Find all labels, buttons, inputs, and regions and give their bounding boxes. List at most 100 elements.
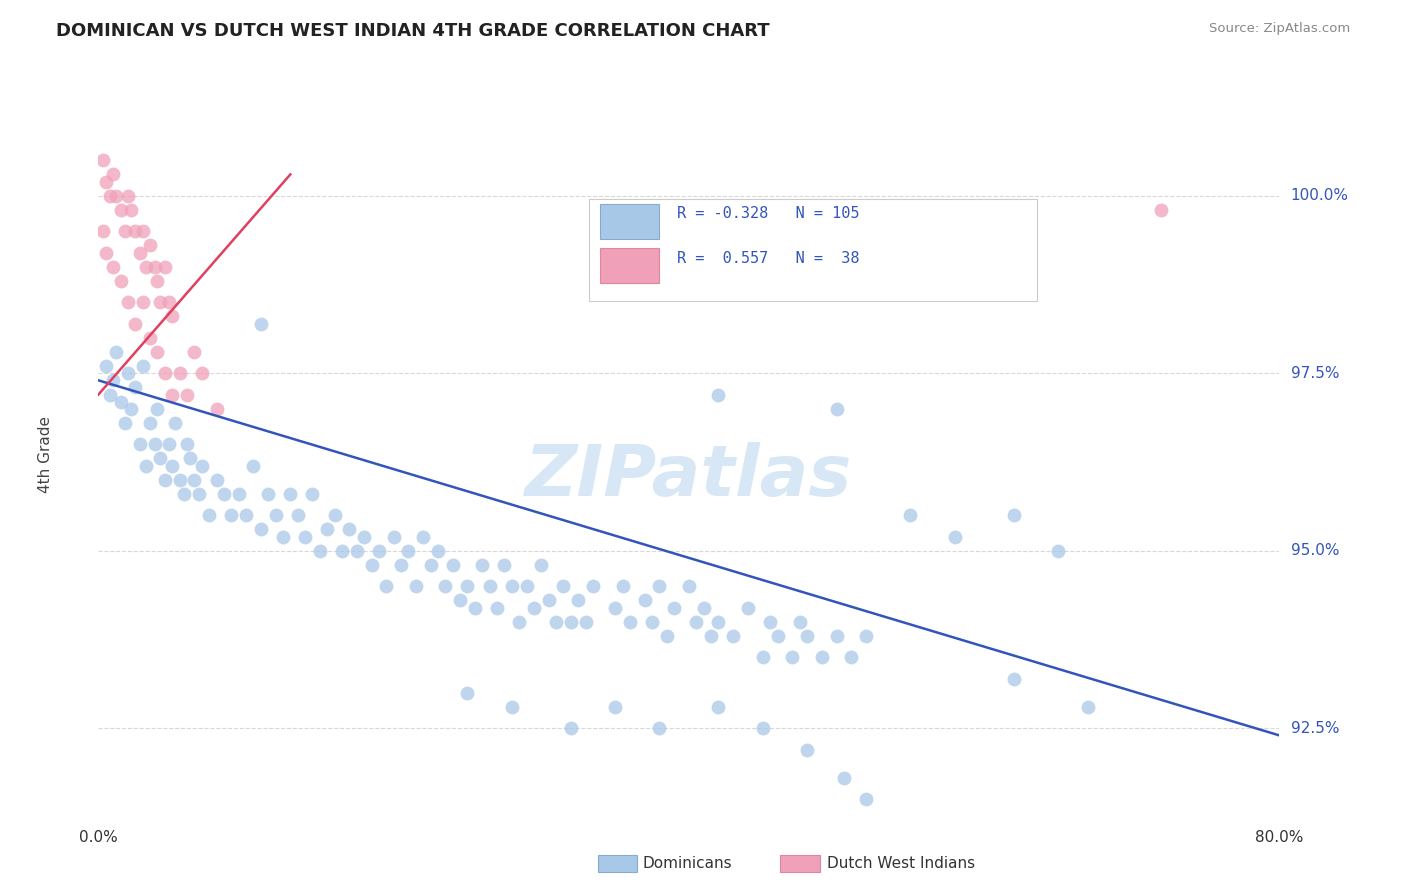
Point [114, 224, 136, 238]
Point [110, 202, 132, 217]
Point [94, 245, 117, 260]
Point [146, 274, 169, 288]
Point [162, 387, 183, 401]
Point [530, 558, 553, 572]
Point [219, 508, 243, 523]
Point [389, 558, 412, 572]
Point [664, 600, 686, 615]
Point [855, 629, 877, 643]
Point [316, 523, 339, 537]
Point [707, 615, 730, 629]
Point [707, 387, 730, 401]
Point [619, 615, 641, 629]
Point [114, 416, 136, 430]
Point [560, 615, 582, 629]
Point [707, 700, 730, 714]
Point [250, 523, 273, 537]
Point [228, 487, 250, 501]
Point [375, 579, 398, 593]
Point [832, 771, 855, 785]
Point [751, 650, 773, 665]
Point [501, 700, 523, 714]
Point [139, 331, 162, 345]
Point [191, 458, 214, 473]
Point [117, 366, 139, 380]
Point [796, 742, 818, 756]
Point [173, 487, 195, 501]
Point [330, 543, 353, 558]
FancyBboxPatch shape [589, 199, 1038, 301]
Point [766, 629, 789, 643]
Point [287, 508, 309, 523]
Point [235, 508, 257, 523]
Point [183, 345, 205, 359]
Point [294, 530, 316, 544]
Point [176, 437, 198, 451]
Point [264, 508, 287, 523]
Point [368, 543, 391, 558]
Text: Dominicans: Dominicans [643, 856, 733, 871]
Text: ZIPatlas: ZIPatlas [526, 442, 852, 511]
Point [98, 188, 121, 202]
Point [759, 615, 782, 629]
Point [124, 224, 146, 238]
Point [139, 238, 162, 252]
Point [205, 473, 228, 487]
Point [685, 615, 707, 629]
Point [191, 366, 214, 380]
Point [605, 700, 627, 714]
Point [271, 530, 294, 544]
Point [242, 458, 264, 473]
Point [103, 168, 125, 182]
Point [353, 530, 375, 544]
Point [537, 593, 560, 607]
Point [103, 260, 125, 274]
Point [98, 387, 121, 401]
Point [612, 579, 634, 593]
Point [91, 224, 114, 238]
Point [198, 508, 221, 523]
Point [135, 260, 157, 274]
Point [855, 792, 877, 806]
Point [153, 473, 176, 487]
Point [94, 359, 117, 373]
Point [825, 401, 848, 416]
Point [1150, 202, 1173, 217]
Point [162, 458, 183, 473]
Point [117, 295, 139, 310]
Point [128, 245, 150, 260]
Point [360, 558, 382, 572]
Point [110, 394, 132, 409]
Point [486, 600, 509, 615]
Point [456, 579, 478, 593]
Point [257, 487, 280, 501]
Point [810, 650, 832, 665]
Point [157, 295, 180, 310]
Point [120, 202, 142, 217]
Point [1046, 543, 1069, 558]
Point [605, 600, 627, 615]
Point [149, 451, 172, 466]
Point [94, 174, 117, 188]
Text: Dutch West Indians: Dutch West Indians [827, 856, 974, 871]
Point [205, 401, 228, 416]
Text: 97.5%: 97.5% [1291, 366, 1339, 381]
Point [900, 508, 922, 523]
Point [419, 558, 441, 572]
Point [162, 310, 183, 324]
Point [323, 508, 346, 523]
Text: 4th Grade: 4th Grade [38, 417, 53, 493]
Point [789, 615, 811, 629]
Point [427, 543, 450, 558]
Point [434, 579, 457, 593]
Point [943, 530, 966, 544]
Point [1077, 700, 1099, 714]
Point [1327, 174, 1350, 188]
Point [655, 629, 678, 643]
Text: R = -0.328   N = 105: R = -0.328 N = 105 [678, 206, 859, 221]
Point [301, 487, 323, 501]
Point [183, 473, 205, 487]
Point [456, 686, 478, 700]
Point [582, 579, 605, 593]
Point [553, 579, 575, 593]
